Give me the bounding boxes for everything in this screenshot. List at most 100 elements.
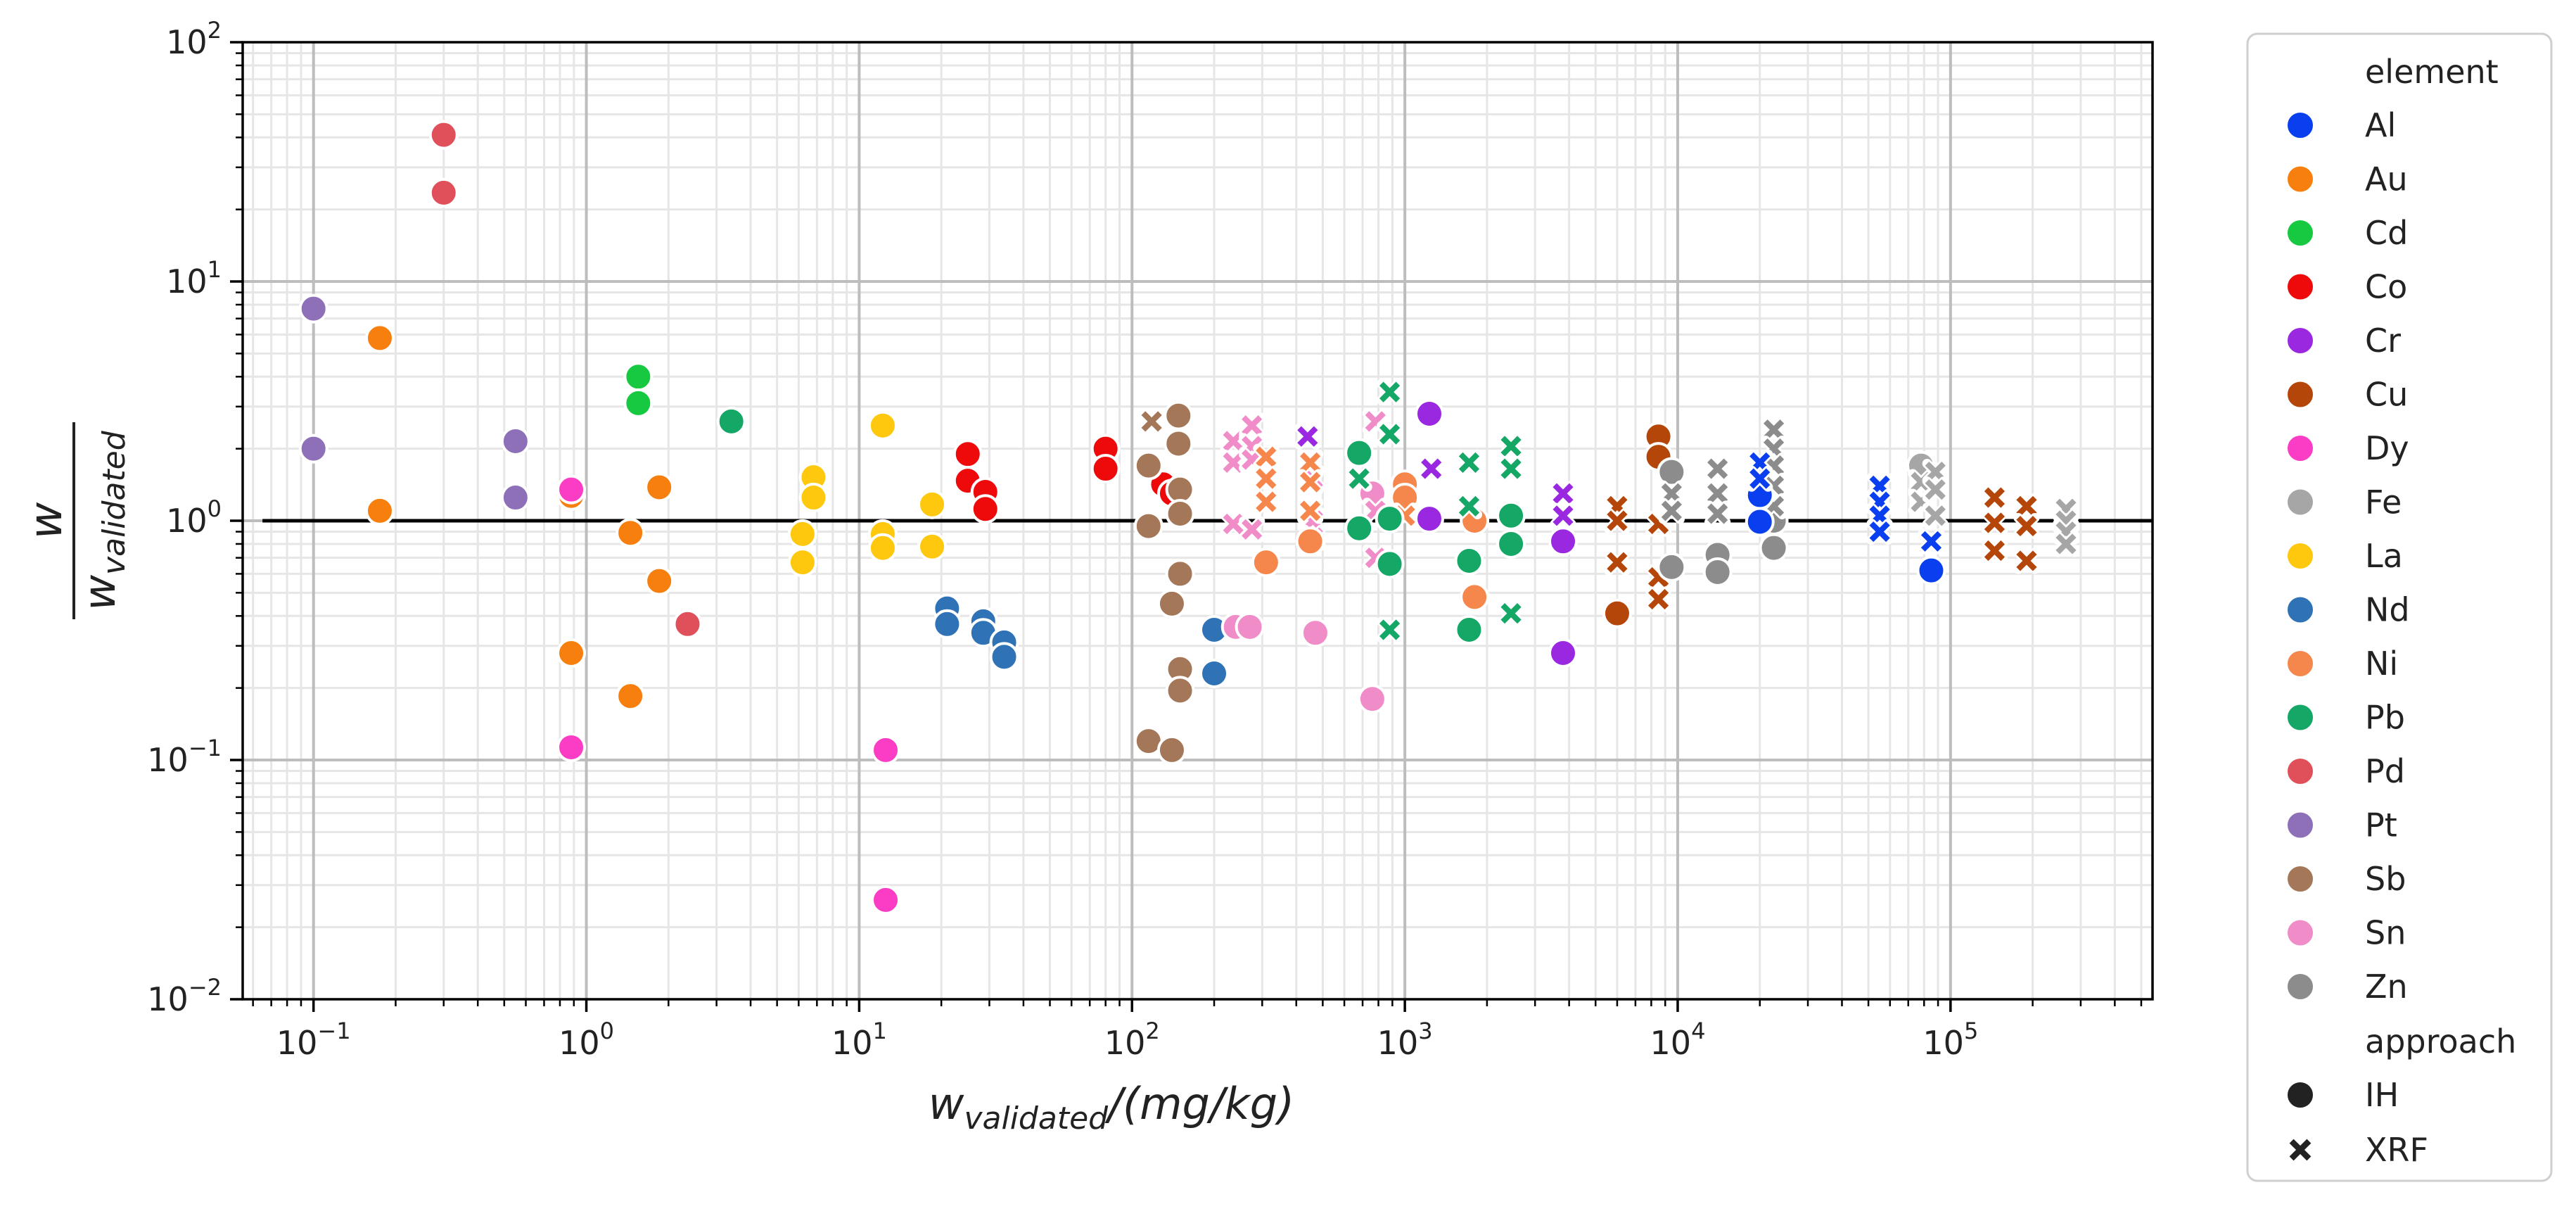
point-pt-ih — [500, 426, 530, 456]
point-cd-ih — [623, 362, 653, 392]
x-tick-label: 105 — [1923, 1018, 1978, 1062]
marker-x-stroke — [1607, 552, 1628, 573]
marker-x-stroke — [1607, 510, 1628, 531]
marker-x-stroke — [1500, 436, 1522, 457]
point-pt-ih — [500, 483, 530, 513]
point-sn-xrf — [1220, 428, 1246, 455]
legend-item-xrf: XRF — [2286, 1131, 2428, 1169]
point-ni-xrf — [1253, 465, 1280, 492]
legend-item-pb: Pb — [2285, 699, 2405, 737]
point-ni-xrf — [1253, 488, 1280, 515]
legend-label: Ni — [2365, 645, 2398, 683]
point-ni-ih — [1460, 582, 1490, 612]
legend-label: Dy — [2365, 429, 2409, 467]
point-cr-xrf — [1550, 502, 1576, 529]
legend-marker-co — [2285, 271, 2316, 303]
marker-x-stroke — [1223, 431, 1244, 452]
legend-marker-cu — [2285, 379, 2316, 410]
marker-x-stroke — [1256, 491, 1277, 512]
legend-label: Nd — [2365, 591, 2410, 629]
legend-item-pt: Pt — [2285, 806, 2397, 844]
legend-item-ih: IH — [2285, 1076, 2399, 1114]
point-pd-ih — [428, 120, 459, 150]
point-sn-xrf — [1239, 516, 1265, 543]
point-la-ih — [867, 533, 898, 563]
point-la-ih — [917, 531, 948, 562]
legend-marker-la — [2285, 540, 2316, 571]
legend: element Al Au Cd Co Cr Cu Dy Fe La Nd Ni Pb Pd Pt Sb Sn… — [2246, 32, 2553, 1182]
marker-x-stroke — [1500, 603, 1522, 624]
x-tick-label: 103 — [1377, 1018, 1433, 1062]
point-zn-xrf — [1704, 480, 1731, 507]
point-cu-xrf — [1981, 509, 2008, 536]
point-la-ih — [787, 547, 817, 578]
legend-frame — [2246, 32, 2553, 1182]
point-sb-ih — [1165, 474, 1195, 505]
point-au-ih — [364, 495, 395, 526]
legend-label: Zn — [2365, 968, 2408, 1006]
legend-marker-pd — [2285, 756, 2316, 787]
y-axis-label-denominator: wvalidated — [74, 430, 132, 610]
legend-label: Au — [2365, 160, 2408, 198]
point-au-ih — [364, 323, 395, 353]
legend-marker-pb — [2285, 702, 2316, 733]
legend-item-cu: Cu — [2285, 376, 2408, 414]
legend-item-ni: Ni — [2285, 645, 2398, 683]
y-axis-ticks: 10−2 10−1 100 101 102 — [147, 17, 243, 1018]
legend-marker-ni — [2285, 648, 2316, 679]
legend-item-dy: Dy — [2285, 429, 2409, 467]
legend-marker-dy — [2285, 433, 2316, 464]
point-cr-xrf — [1418, 455, 1445, 482]
point-la-ih — [798, 483, 829, 513]
marker-x-stroke — [2016, 495, 2037, 517]
point-la-ih — [867, 410, 898, 441]
marker-x-stroke — [1300, 471, 1321, 493]
legend-marker-xrf — [2286, 1136, 2314, 1164]
marker-x-stroke — [1925, 479, 1946, 500]
point-cu-xrf — [2013, 547, 2040, 574]
legend-item-au: Au — [2285, 160, 2408, 198]
marker-x-stroke — [1365, 411, 1386, 432]
point-pb-xrf — [1455, 493, 1483, 519]
point-ni-xrf — [1297, 469, 1324, 495]
legend-marker-pt — [2285, 809, 2316, 841]
marker-x-stroke — [1242, 415, 1263, 436]
marker-x-stroke — [1421, 458, 1442, 479]
point-ni-ih — [1295, 526, 1325, 557]
marker-x-stroke — [1707, 483, 1728, 504]
point-co-ih — [952, 439, 983, 469]
legend-marker-cd — [2285, 217, 2316, 248]
y-tick-label: 102 — [166, 17, 222, 61]
marker-x-stroke — [1552, 505, 1574, 526]
point-pb-xrf — [1346, 465, 1372, 492]
point-pt-ih — [298, 293, 329, 324]
y-tick-label: 10−1 — [147, 735, 222, 779]
legend-label: La — [2365, 537, 2403, 575]
point-dy-ih — [556, 732, 587, 762]
marker-x-stroke — [2016, 515, 2037, 537]
point-sn-xrf — [1220, 449, 1246, 476]
point-co-ih — [970, 494, 1000, 524]
y-axis-label: w wvalidated — [20, 422, 132, 619]
legend-label: IH — [2365, 1076, 2399, 1114]
point-zn-xrf — [1760, 417, 1787, 443]
x-axis-label: wvalidated/(mg/kg) — [929, 1078, 1295, 1136]
legend-label: Fe — [2365, 483, 2402, 521]
point-au-ih — [616, 518, 646, 548]
point-pb-ih — [1375, 549, 1405, 579]
marker-x-stroke — [1869, 521, 1890, 543]
point-pb-xrf — [1376, 421, 1403, 448]
point-sb-ih — [1165, 499, 1195, 529]
y-tick-label: 10−2 — [147, 974, 222, 1018]
legend-label: Co — [2365, 268, 2407, 306]
legend-label: Cr — [2365, 322, 2401, 360]
point-pb-ih — [1375, 504, 1405, 534]
y-axis-label-den-main: w — [74, 575, 125, 611]
marker-x-stroke — [1242, 519, 1263, 540]
x-axis-ticks: 10−1 100 101 102 103 104 105 — [252, 999, 2143, 1062]
point-cr-ih — [1415, 504, 1445, 534]
legend-marker-au — [2285, 163, 2316, 195]
legend-label: Pt — [2365, 806, 2397, 844]
point-dy-ih — [556, 474, 587, 505]
point-zn-xrf — [1658, 498, 1685, 524]
